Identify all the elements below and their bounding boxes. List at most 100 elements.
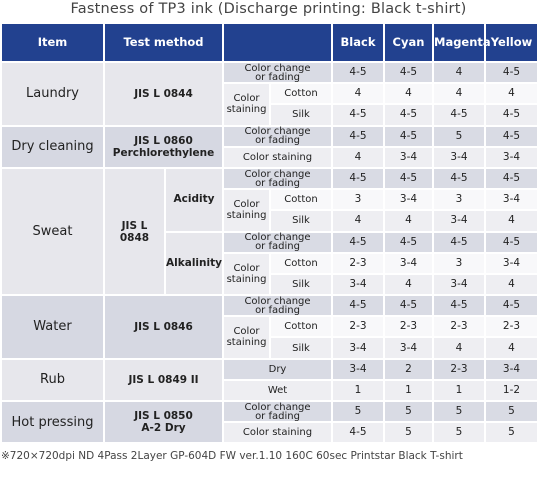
- value-cell: 4-5: [331, 166, 385, 191]
- cell-text: 4-5: [349, 426, 367, 439]
- value-cell: 1: [331, 378, 385, 403]
- staining-group: Color staining: [222, 82, 271, 127]
- text-line: JIS L 0860: [134, 134, 193, 147]
- cell-text: 3: [455, 256, 463, 269]
- cell-text: 5: [455, 129, 463, 142]
- cell-text: Cotton: [284, 88, 318, 100]
- cell-text: Cyan: [392, 35, 425, 49]
- method-cell: JIS L 0850 A-2 Dry: [103, 399, 224, 445]
- text-line: JIS L: [121, 219, 148, 232]
- method-cell: JIS L 0860 Perchlorethylene: [103, 124, 224, 169]
- cell-text: 3-4: [450, 214, 468, 227]
- text-line: staining: [226, 210, 267, 222]
- text-line: or fading: [255, 177, 300, 189]
- value-cell: 4-5: [331, 294, 385, 318]
- method-cell: JIS L 0846: [103, 294, 224, 360]
- cell-text: Alkalinity: [166, 256, 222, 269]
- cell-text: 3-4: [502, 193, 521, 206]
- cell-text: Black: [340, 35, 376, 49]
- sub-condition: Alkalinity: [164, 230, 224, 297]
- cell-text: 3-4: [450, 150, 468, 163]
- test-label: Dry: [222, 357, 333, 381]
- item-cell: Laundry: [0, 61, 105, 127]
- column-header: Magenta: [432, 22, 491, 63]
- cell-text: 4: [508, 277, 515, 290]
- cell-text: 4-5: [349, 66, 367, 79]
- value-cell: 4-5: [484, 124, 537, 148]
- fastness-table: Item Test method Black Cyan Magenta Yellow La…: [0, 22, 537, 445]
- staining-group: Color staining: [222, 188, 271, 233]
- cell-text: Silk: [292, 215, 310, 227]
- column-header: Test method: [103, 22, 224, 63]
- cell-text: 1: [455, 383, 463, 396]
- value-cell: 1: [432, 378, 486, 403]
- text-line: JIS L 0850: [134, 410, 193, 423]
- column-header: Black: [331, 22, 385, 63]
- cell-text: 1: [405, 383, 412, 396]
- text-line: or fading: [255, 304, 300, 316]
- cell-text: 3-4: [502, 256, 521, 269]
- value-cell: 4-5: [383, 230, 434, 254]
- value-cell: 4-5: [484, 103, 537, 127]
- cell-text: Sweat: [32, 224, 73, 239]
- text-line: Color staining: [242, 427, 313, 439]
- test-label: Cotton: [269, 82, 333, 106]
- cell-text: 5: [354, 405, 362, 418]
- value-cell: 4-5: [331, 103, 385, 127]
- cell-text: 4-5: [502, 299, 521, 312]
- value-cell: 4-5: [383, 166, 434, 191]
- table-row: Alkalinity Color change or fading 4-5 4-5 4-5…: [1, 230, 537, 297]
- text-line: JIS L 0849 II: [128, 373, 199, 386]
- value-cell: 4: [484, 82, 537, 106]
- test-label: Silk: [269, 103, 333, 127]
- value-cell: 4-5: [432, 166, 486, 191]
- test-label: Color change or fading: [222, 166, 333, 191]
- value-cell: 3-4: [432, 145, 486, 169]
- table-row: Silk 4-5 4-5 4-5 4-5: [1, 103, 537, 127]
- value-cell: 3-4: [383, 336, 434, 360]
- test-label: Color staining: [222, 145, 333, 169]
- cell-text: 3-4: [349, 362, 367, 375]
- value-cell: 3-4: [484, 145, 537, 169]
- value-cell: 4: [331, 145, 385, 169]
- text-line: staining: [226, 337, 267, 349]
- cell-text: 4-5: [399, 108, 418, 121]
- value-cell: 5: [432, 124, 486, 148]
- cell-text: 4: [405, 87, 412, 100]
- text-line: Color: [233, 326, 260, 338]
- text-line: or fading: [255, 410, 300, 422]
- text-line: Color change: [244, 62, 311, 74]
- cell-text: 4-5: [349, 129, 367, 142]
- staining-group: Color staining: [222, 251, 271, 297]
- cell-text: 2-3: [349, 320, 367, 333]
- text-line: Color: [233, 262, 260, 274]
- cell-text: 5: [405, 405, 412, 418]
- cell-text: Cotton: [284, 257, 318, 269]
- cell-text: 4-5: [502, 108, 521, 121]
- table-row: Wet 1 1 1 1-2: [1, 378, 537, 403]
- table-row: Color staining Cotton 3 3-4 3 3-4: [1, 188, 537, 233]
- value-cell: 4-5: [383, 103, 434, 127]
- table-row: Silk 3-4 3-4 4 4: [1, 336, 537, 360]
- column-header: Cyan: [383, 22, 434, 63]
- table-row: Silk 4 4 3-4 4: [1, 209, 537, 233]
- column-header-blank: [222, 22, 333, 63]
- value-cell: 5: [484, 421, 537, 445]
- value-cell: 4: [383, 82, 434, 106]
- value-cell: 4: [383, 209, 434, 233]
- value-cell: 5: [383, 421, 434, 445]
- test-label: Silk: [269, 272, 333, 297]
- cell-text: Rub: [40, 372, 65, 388]
- value-cell: 3-4: [383, 145, 434, 169]
- cell-text: 4-5: [502, 66, 521, 79]
- test-label: Cotton: [269, 188, 333, 212]
- table-row: Sweat JIS L 0848 Acidity Color change or fadi…: [0, 166, 537, 297]
- cell-text: 4-5: [349, 108, 367, 121]
- cell-text: 4: [508, 341, 515, 354]
- cell-text: Silk: [292, 342, 310, 354]
- cell-text: 4: [405, 277, 412, 290]
- cell-text: 4-5: [349, 172, 367, 185]
- value-cell: 4-5: [331, 124, 385, 148]
- cell-text: 5: [455, 426, 463, 439]
- cell-text: 4: [508, 214, 515, 227]
